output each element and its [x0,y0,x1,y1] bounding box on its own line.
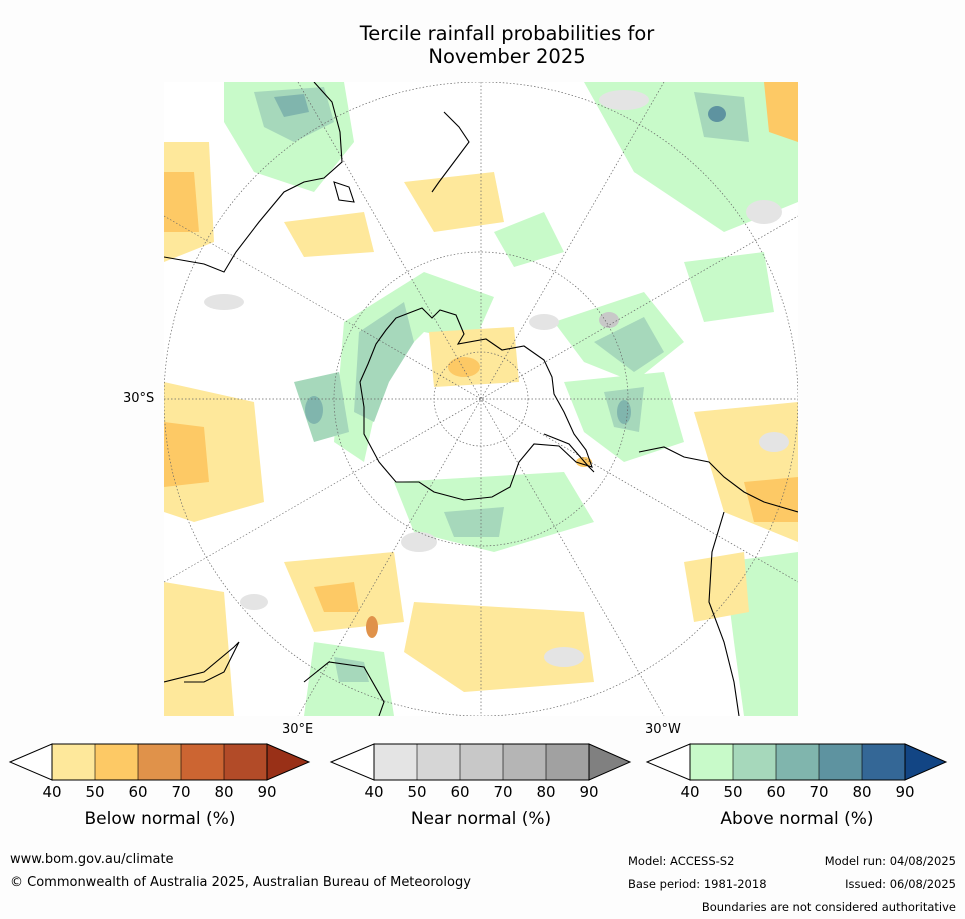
legend-tick: 50 [407,783,427,801]
legend-caption-near: Near normal (%) [410,809,552,829]
title-line-1: Tercile rainfall probabilities for [359,22,655,45]
disclaimer-text: Boundaries are not considered authoritat… [701,900,956,914]
legend-tick: 80 [536,783,556,801]
longitude-label-30w: 30°W [645,722,681,737]
issued-text: Issued: 06/08/2025 [845,877,956,891]
legend-tick: 90 [579,783,599,801]
copyright-text: © Commonwealth of Australia 2025, Austra… [10,875,471,890]
website-link[interactable]: www.bom.gov.au/climate [10,852,174,867]
legend-tick: 90 [895,783,915,801]
chart-title: Tercile rainfall probabilities for Novem… [0,22,965,68]
graticule [164,82,798,716]
south-america-coast [638,446,798,513]
legend-tick: 60 [128,783,148,801]
legend-tick: 40 [42,783,62,801]
legend-below-normal: 40 50 60 70 80 90 Below normal (%) [8,743,311,829]
legend-caption-below: Below normal (%) [84,809,236,829]
colorbar-below-normal [8,743,311,781]
legend-tick: 80 [214,783,234,801]
legend-tick: 60 [450,783,470,801]
below-normal-regions [164,82,798,716]
near-normal-regions [204,90,789,667]
model-text: Model: ACCESS-S2 [628,854,735,868]
legend-tick: 50 [723,783,743,801]
legend-tick: 70 [493,783,513,801]
south-america-west-coast [708,511,740,716]
australia-coast [164,82,343,273]
tasmania-coast [333,181,355,203]
new-zealand-coast [431,111,470,193]
coastlines [164,82,798,716]
africa-coast [164,641,240,683]
latitude-label-30s: 30°S [123,391,155,406]
model-run-text: Model run: 04/08/2025 [824,854,956,868]
legend-above-normal: 40 50 60 70 80 90 Above normal (%) [645,743,948,829]
colorbar-near-normal [329,743,632,781]
legend-tick: 50 [85,783,105,801]
legend-tick: 60 [766,783,786,801]
base-period-text: Base period: 1981-2018 [628,877,767,891]
legend-tick: 70 [809,783,829,801]
rainfall-probability-map [164,82,798,716]
antarctica-coast [359,307,593,501]
above-normal-regions [224,82,798,716]
legend-tick: 40 [364,783,384,801]
legend-tick: 40 [680,783,700,801]
antarctic-peninsula [543,433,595,473]
legend-near-normal: 40 50 60 70 80 90 Near normal (%) [329,743,632,829]
legend-tick: 90 [257,783,277,801]
legend-caption-above: Above normal (%) [720,809,874,829]
map-canvas [164,82,798,716]
title-line-2: November 2025 [428,45,586,68]
legend-tick: 80 [852,783,872,801]
longitude-label-30e: 30°E [282,722,314,737]
legend-tick: 70 [171,783,191,801]
colorbar-above-normal [645,743,948,781]
madagascar-coast [303,661,385,716]
